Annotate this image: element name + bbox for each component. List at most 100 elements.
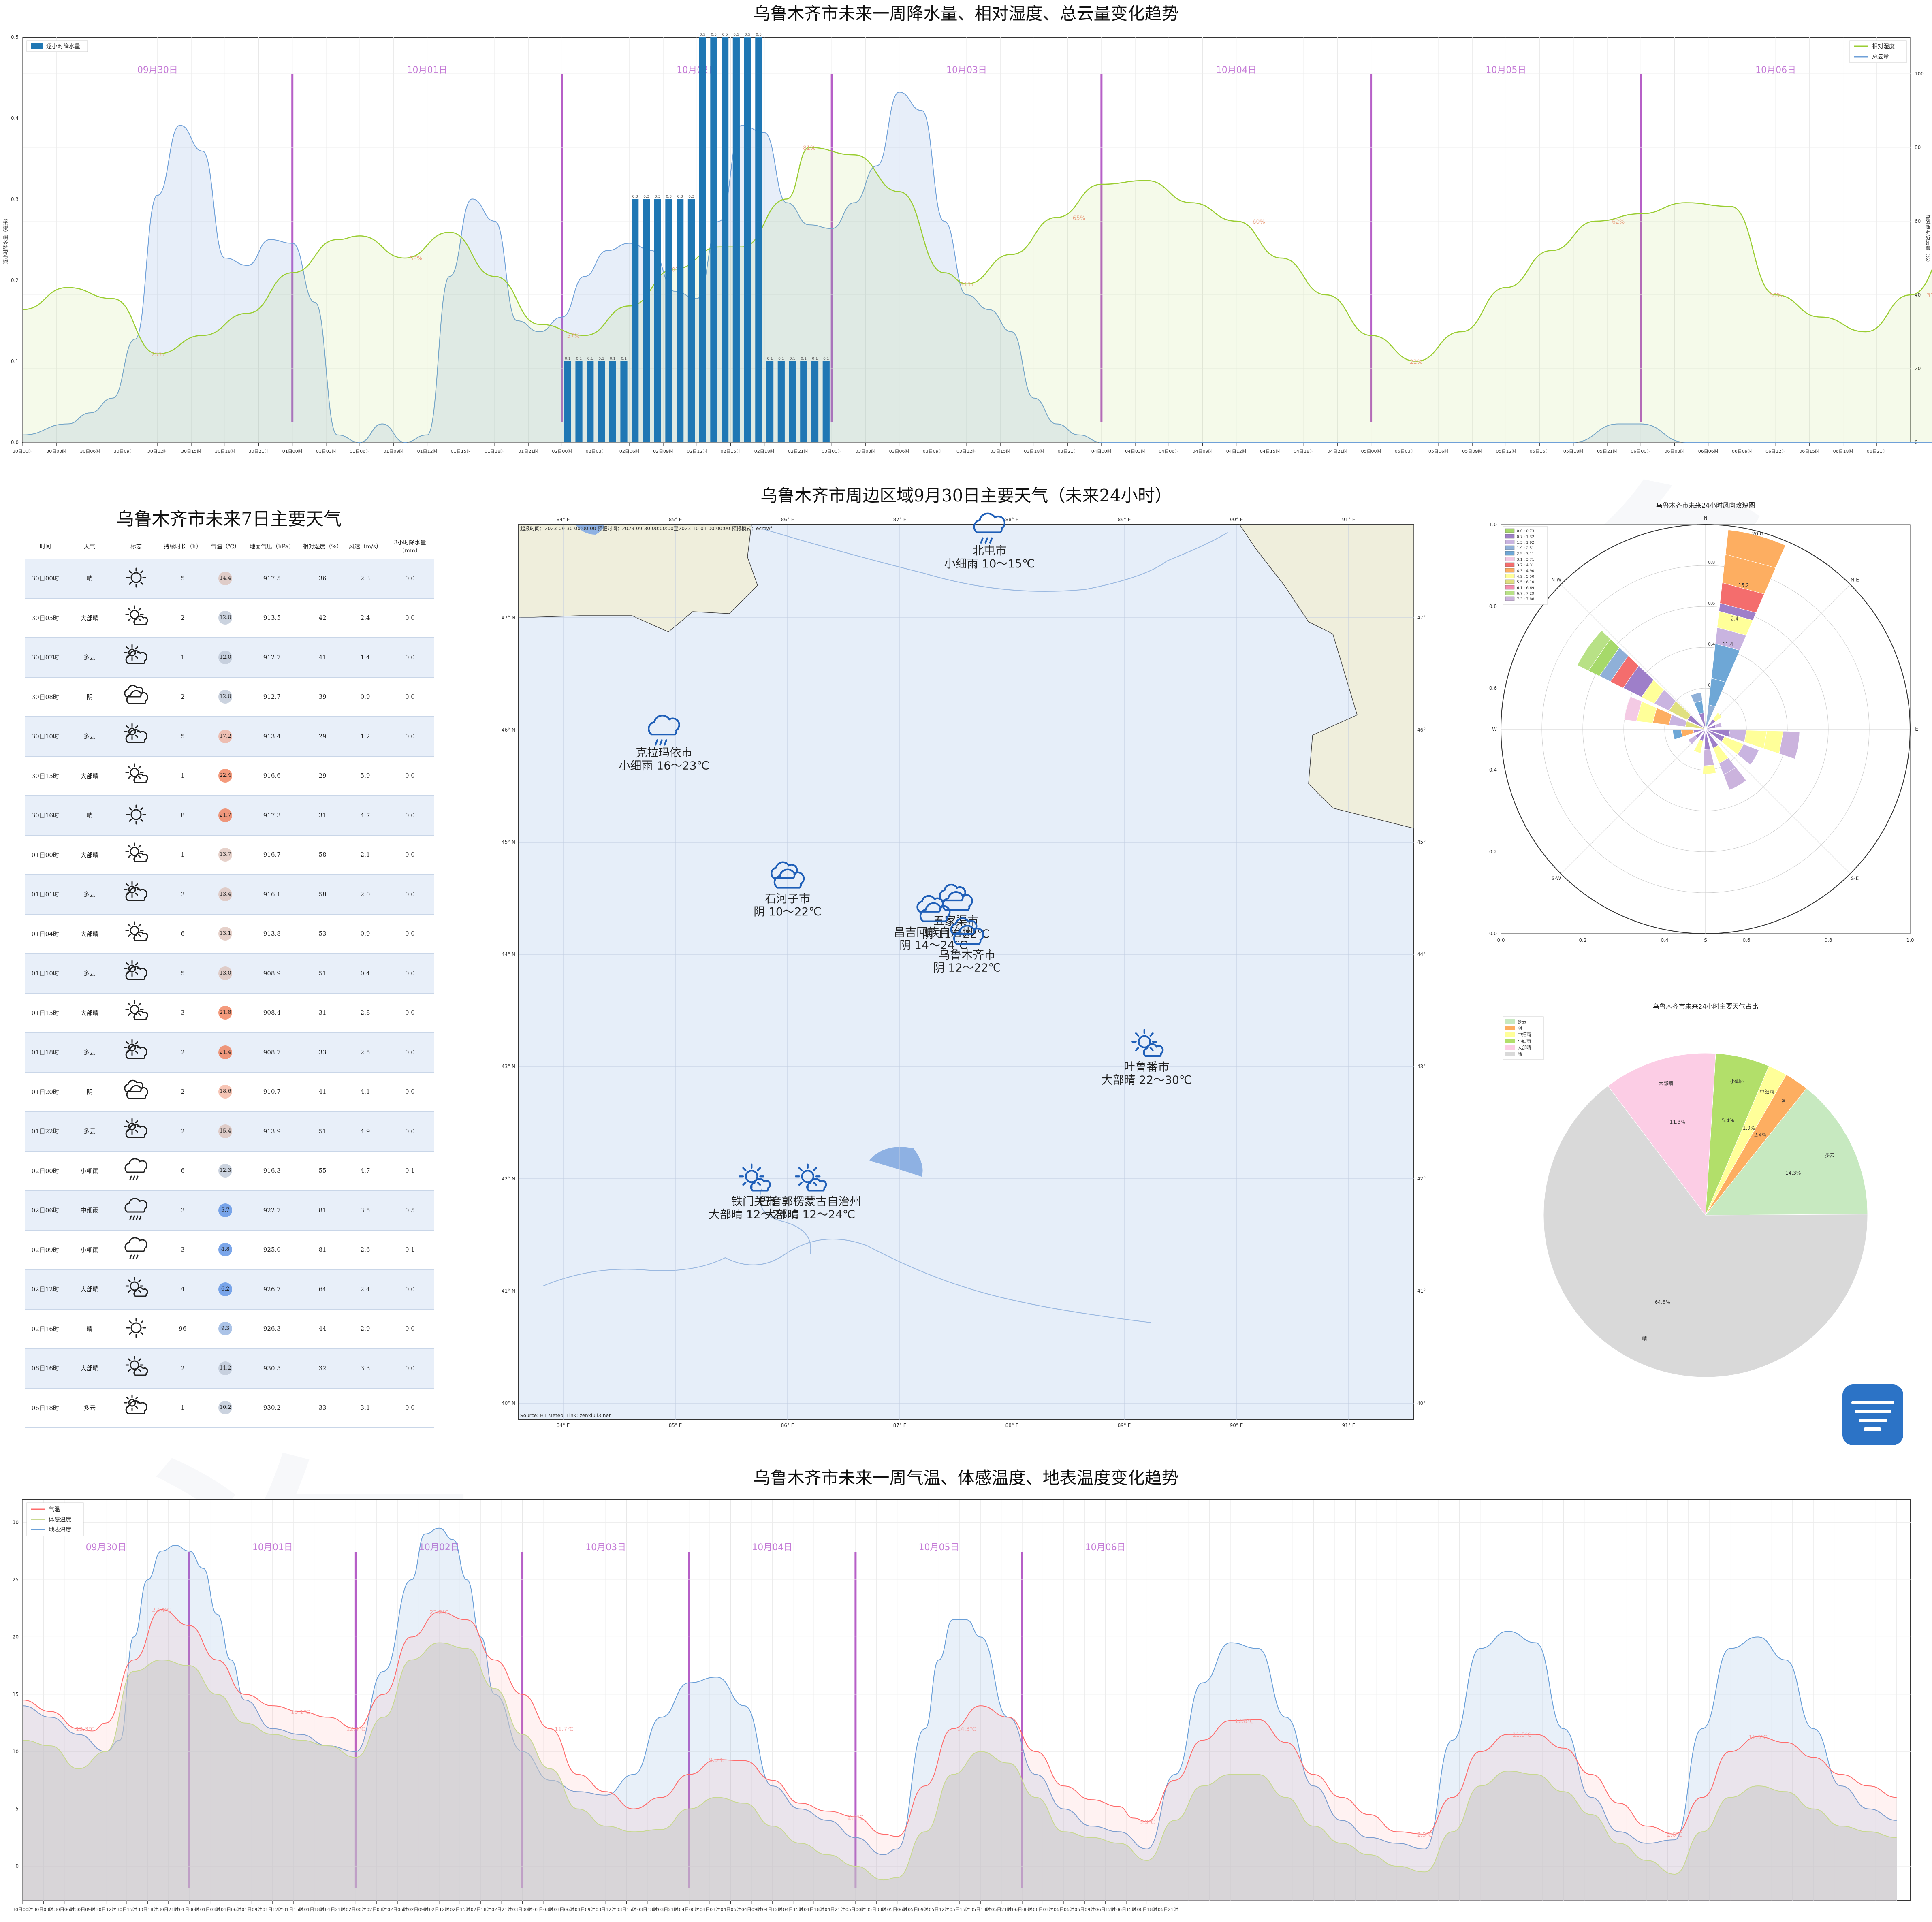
table-cell: 0.0 bbox=[385, 1072, 434, 1112]
city-name: 铁门关市 bbox=[731, 1195, 777, 1208]
sun-ray bbox=[135, 725, 138, 729]
x-tick-label: 01日12时 bbox=[417, 449, 438, 454]
sunny-icon bbox=[126, 1318, 146, 1338]
table-cell: 6.2 bbox=[207, 1269, 244, 1310]
rose-direction-label: N-W bbox=[1551, 577, 1561, 583]
legend-right-box bbox=[1849, 40, 1907, 63]
sun-ray bbox=[135, 1406, 138, 1409]
rain-drop bbox=[664, 739, 668, 746]
humidity-data-label: 60% bbox=[1253, 219, 1265, 225]
table-cell: 917.3 bbox=[243, 796, 301, 836]
table-cell: 0.9 bbox=[345, 677, 386, 717]
pie-legend-label: 晴 bbox=[1518, 1052, 1522, 1057]
legend-label: 气温 bbox=[49, 1506, 60, 1513]
city-marker bbox=[648, 715, 680, 746]
rain-drop bbox=[129, 1254, 132, 1259]
rose-y-tick: 1.0 bbox=[1489, 522, 1497, 527]
map-lon-label-bottom: 90° E bbox=[1230, 1423, 1243, 1428]
land-northwest bbox=[518, 524, 758, 632]
temp-badge: 9.3 bbox=[218, 1322, 233, 1336]
map-lat-label-left: 47° N bbox=[502, 615, 515, 621]
sun-ray bbox=[126, 646, 129, 650]
rain-drop bbox=[984, 537, 988, 544]
map-lon-label-bottom: 86° E bbox=[781, 1423, 794, 1428]
table-cell: 30日05时 bbox=[25, 598, 66, 638]
sun-core bbox=[128, 727, 136, 736]
table-cell: 4.8 bbox=[207, 1230, 244, 1270]
mostly-sunny-icon bbox=[125, 921, 148, 941]
rose-petal-segment bbox=[1688, 735, 1698, 745]
temp-badge: 6.2 bbox=[218, 1282, 233, 1296]
temp-badge: 13.0 bbox=[218, 966, 233, 980]
x-tick-label: 03日15时 bbox=[617, 1907, 637, 1912]
sun-ray bbox=[128, 1003, 131, 1006]
table-cell: 多云 bbox=[65, 875, 114, 915]
table-cell: 916.1 bbox=[243, 875, 301, 915]
table-row: 30日15时 大部晴 1 22.4 916.6 29 5.9 0.0 bbox=[25, 756, 434, 796]
table-row: 01日22时 多云 2 15.4 913.9 51 4.9 0.0 bbox=[25, 1111, 434, 1152]
rose-y-tick: 0.0 bbox=[1489, 931, 1497, 936]
map-lon-label-top: 89° E bbox=[1118, 517, 1131, 523]
x-tick-label: 06日06时 bbox=[1698, 449, 1719, 454]
table-cell bbox=[113, 954, 159, 994]
temp-data-label: 12.4℃ bbox=[346, 1726, 365, 1733]
table-row: 01日01时 多云 3 13.4 916.1 58 2.0 0.0 bbox=[25, 875, 434, 915]
rose-petal-segment bbox=[1577, 630, 1611, 671]
menu-lines-icon bbox=[1851, 1401, 1894, 1431]
temp-badge: 21.7 bbox=[218, 808, 233, 822]
precip-bar bbox=[789, 361, 796, 442]
table-cell: 0.0 bbox=[385, 559, 434, 599]
map-lat-label-right: 46° N bbox=[1417, 727, 1426, 733]
table-cell: 81 bbox=[300, 1230, 345, 1270]
table-cell: 0.0 bbox=[385, 1032, 434, 1073]
x-tick-label: 01日03时 bbox=[200, 1907, 220, 1912]
table-header-cell: 标志 bbox=[130, 544, 142, 550]
y-left-tick-label: 0.1 bbox=[11, 358, 19, 364]
x-tick-label: 05日12时 bbox=[1496, 449, 1516, 454]
city-marker bbox=[739, 1163, 771, 1192]
rose-value-label: 20.0 bbox=[1752, 531, 1763, 537]
humidity-data-label: 25% bbox=[151, 352, 164, 358]
map-lat-label-right: 42° N bbox=[1417, 1176, 1426, 1182]
sun-ray bbox=[798, 1182, 803, 1186]
overcast-icon bbox=[939, 883, 973, 911]
rose-legend-swatch bbox=[1505, 557, 1515, 561]
table-cell: 1 bbox=[158, 835, 207, 875]
sun-ray bbox=[135, 1120, 138, 1124]
sun-ray bbox=[140, 807, 143, 811]
sun-ray bbox=[129, 807, 132, 811]
sun-ray bbox=[138, 776, 141, 779]
table-cell: 8 bbox=[158, 796, 207, 836]
table-cell: 4.7 bbox=[345, 796, 386, 836]
x-tick-label: 03日03时 bbox=[855, 449, 875, 454]
x-tick-label: 05日15时 bbox=[1530, 449, 1550, 454]
weather-table: 时间 天气 标志 持续时长（h） 气温（℃） 地面气压（hPa） 相对湿度（%） 风速（m/s… bbox=[25, 534, 434, 1428]
rose-legend-swatch bbox=[1505, 540, 1515, 544]
rose-x-tick: 1.0 bbox=[1906, 937, 1914, 943]
humidity-data-label: 65% bbox=[1073, 215, 1085, 222]
land-northeast bbox=[1239, 524, 1414, 829]
sun-ray bbox=[135, 655, 138, 659]
table-header-cell: 风速（m/s） bbox=[348, 544, 382, 550]
cloud-shape bbox=[124, 1237, 147, 1252]
sun-ray bbox=[129, 1332, 132, 1335]
table-cell: 30日16时 bbox=[25, 796, 66, 836]
x-tick-label: 05日21时 bbox=[1597, 449, 1617, 454]
map-lat-label-right: 47° N bbox=[1417, 615, 1426, 621]
x-tick-label: 04日15时 bbox=[783, 1907, 803, 1912]
sun-ray bbox=[757, 1182, 761, 1186]
map-lat-label-left: 45° N bbox=[502, 839, 515, 845]
rain-drop bbox=[129, 1175, 132, 1180]
table-cell: 01日20时 bbox=[25, 1072, 66, 1112]
sun-ray bbox=[128, 1279, 131, 1282]
rain-drop bbox=[980, 537, 984, 544]
x-tick-label: 02日00时 bbox=[346, 1907, 366, 1912]
rose-legend-swatch bbox=[1505, 596, 1515, 601]
table-row: 02日09时 小细雨 3 4.8 925.0 81 2.6 0.1 bbox=[25, 1230, 434, 1270]
table-row: 30日05时 大部晴 2 12.0 913.5 42 2.4 0.0 bbox=[25, 598, 434, 638]
cloud-shape bbox=[953, 925, 984, 945]
table-cell: 41 bbox=[300, 1072, 345, 1112]
cloud-shape bbox=[126, 1085, 148, 1099]
x-tick-label: 30日12时 bbox=[147, 449, 168, 454]
precip-bar bbox=[811, 361, 819, 442]
